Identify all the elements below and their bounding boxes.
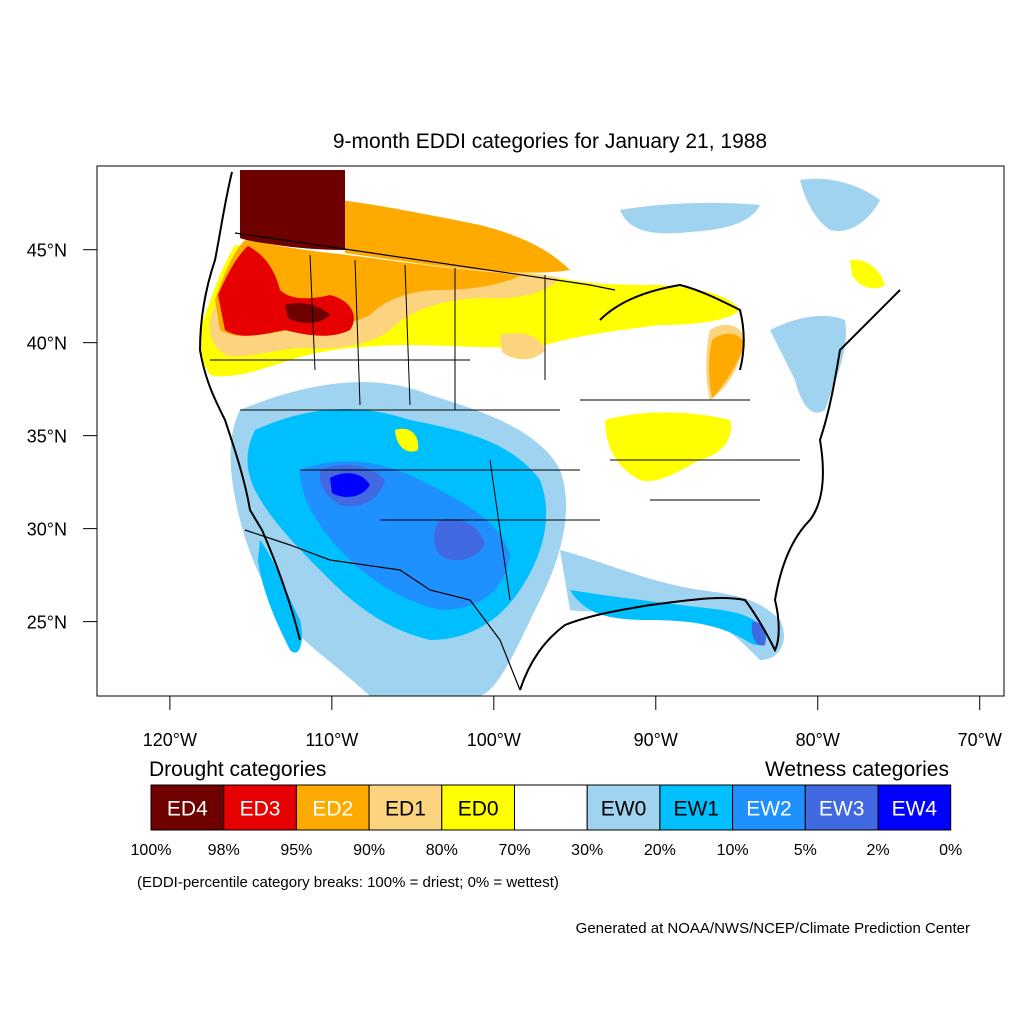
- map-title: 9-month EDDI categories for January 21, …: [332, 130, 768, 153]
- legend-break-label: 10%: [717, 842, 749, 859]
- legend-swatch: [514, 784, 588, 831]
- lon-tick-label: 110°W: [305, 730, 358, 750]
- drought-categories-heading: Drought categories: [149, 758, 326, 781]
- legend-swatch: [586, 784, 661, 831]
- legend-swatch: [441, 784, 515, 831]
- map-frame: [96, 165, 1005, 697]
- legend-note: (EDDI-percentile category breaks: 100% =…: [137, 874, 559, 891]
- legend-break-label: 98%: [208, 842, 240, 859]
- legend-break-labels: 100% 98% 95% 90% 80% 70% 30% 20% 10% 5% 2% 0%: [131, 842, 963, 859]
- legend-category-label: EW3: [819, 798, 865, 821]
- latitude-axis: 45°N 40°N 35°N 30°N 25°N: [27, 241, 97, 633]
- state-boundaries: [198, 171, 901, 691]
- legend-break-label: 80%: [426, 842, 458, 859]
- legend-break-label: 2%: [866, 842, 889, 859]
- drought-region: [199, 170, 885, 481]
- lat-tick-label: 25°N: [27, 613, 67, 633]
- map-field: [97, 166, 1004, 696]
- legend-category-label: EW2: [746, 798, 792, 821]
- lat-tick-label: 40°N: [27, 334, 67, 354]
- legend-category-label: EW0: [601, 798, 647, 821]
- legend-break-label: 20%: [644, 842, 676, 859]
- legend-break-label: 70%: [498, 842, 530, 859]
- legend-swatch: [877, 784, 952, 831]
- lat-tick-label: 45°N: [27, 241, 67, 261]
- legend-break-label: 100%: [131, 842, 172, 859]
- legend-color-bar: ED4 ED3 ED2 ED1 ED0 EW0 EW1 EW2 EW3 EW4: [150, 784, 952, 831]
- lon-tick-label: 100°W: [467, 730, 521, 750]
- legend-swatch: [732, 784, 806, 831]
- legend-break-label: 30%: [571, 842, 603, 859]
- credit-line: Generated at NOAA/NWS/NCEP/Climate Predi…: [576, 920, 970, 937]
- lon-tick-label: 70°W: [958, 730, 1002, 750]
- legend-break-label: 5%: [794, 842, 817, 859]
- longitude-axis: 120°W 110°W 100°W 90°W 80°W 70°W: [143, 696, 1002, 750]
- legend-category-label: EW4: [892, 798, 938, 821]
- lat-tick-label: 35°N: [27, 427, 67, 447]
- legend-category-label: ED2: [312, 798, 353, 821]
- legend-break-label: 0%: [939, 842, 962, 859]
- legend-category-label: ED0: [458, 798, 499, 821]
- legend-category-label: ED3: [240, 798, 281, 821]
- legend-break-label: 95%: [280, 842, 312, 859]
- legend-swatch: [659, 784, 734, 831]
- legend-category-label: ED1: [385, 798, 426, 821]
- lon-tick-label: 80°W: [796, 730, 840, 750]
- legend-swatch: [368, 784, 443, 831]
- lat-tick-label: 30°N: [27, 520, 67, 540]
- lon-tick-label: 120°W: [143, 730, 197, 750]
- wetness-categories-heading: Wetness categories: [765, 758, 949, 781]
- legend-category-label: EW1: [673, 798, 719, 821]
- legend-category-label: ED4: [167, 798, 208, 821]
- wetness-region: [230, 178, 880, 696]
- legend-break-label: 90%: [353, 842, 385, 859]
- lon-tick-label: 90°W: [634, 730, 678, 750]
